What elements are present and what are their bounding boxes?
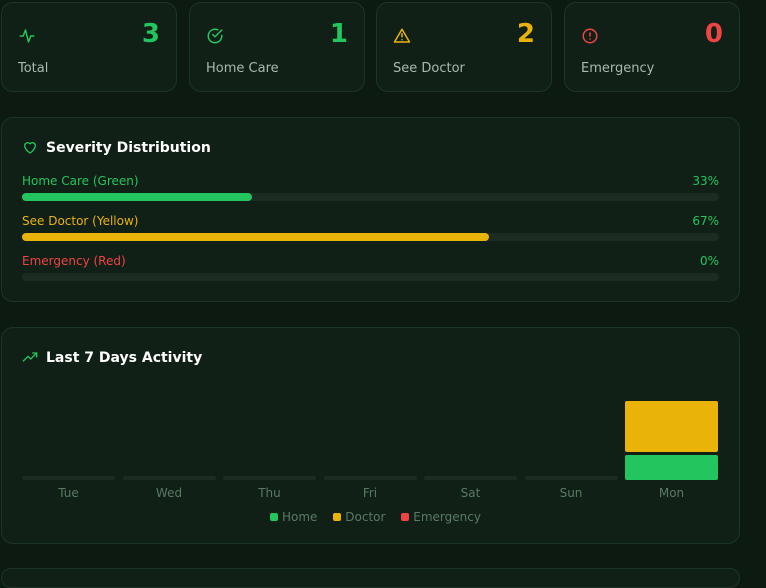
chart-baseline — [22, 476, 115, 480]
severity-percent: 33% — [692, 174, 719, 188]
stat-card-home-care: 1 Home Care — [189, 2, 365, 92]
activity-icon — [19, 29, 35, 43]
x-tick-label: Sat — [460, 486, 481, 500]
progress-track — [22, 233, 719, 241]
chart-legend: Home Doctor Emergency — [270, 510, 481, 524]
severity-label: Home Care (Green) — [22, 174, 139, 188]
bar-segment-doctor-mon — [625, 400, 718, 452]
severity-distribution-card: Severity Distribution Home Care (Green) … — [1, 117, 740, 302]
activity-chart: Tue Wed Thu Fri Sat Sun Mon — [22, 328, 722, 508]
section-title-text: Last 7 Days Activity — [46, 350, 203, 366]
progress-fill-home-care — [22, 193, 252, 201]
legend-swatch-home — [270, 513, 278, 521]
legend-label: Emergency — [413, 510, 481, 524]
severity-label: Emergency (Red) — [22, 254, 126, 268]
severity-percent: 67% — [692, 214, 719, 228]
chart-baseline — [524, 476, 618, 480]
warning-triangle-icon — [393, 28, 411, 43]
stat-value: 2 — [516, 19, 535, 49]
x-tick-label: Thu — [258, 486, 281, 500]
alert-circle-icon — [582, 28, 598, 44]
progress-track — [22, 273, 719, 281]
legend-item-doctor: Doctor — [333, 510, 385, 524]
check-circle-icon — [207, 28, 223, 44]
x-tick-label: Tue — [58, 486, 79, 500]
stat-card-see-doctor: 2 See Doctor — [376, 2, 552, 92]
stat-label: Total — [18, 61, 49, 76]
chart-baseline — [223, 476, 316, 480]
chart-baseline — [323, 476, 417, 480]
stat-value: 3 — [141, 19, 160, 49]
heart-icon — [24, 142, 36, 154]
progress-fill-see-doctor — [22, 233, 489, 241]
activity-title: Last 7 Days Activity — [22, 349, 202, 366]
legend-swatch-doctor — [333, 513, 342, 521]
bar-segment-home-mon — [625, 455, 718, 480]
severity-percent: 0% — [699, 254, 719, 268]
chart-baseline — [424, 476, 517, 480]
next-card-edge — [1, 568, 740, 588]
legend-label: Home — [282, 510, 318, 524]
stat-label: Emergency — [581, 61, 655, 76]
stat-value: 1 — [329, 19, 348, 49]
progress-track — [22, 193, 719, 201]
x-tick-label: Fri — [362, 486, 378, 500]
x-tick-label: Sun — [559, 486, 583, 500]
stat-value: 0 — [704, 19, 723, 49]
x-tick-label: Wed — [155, 486, 183, 500]
legend-swatch-emergency — [401, 513, 410, 521]
legend-label: Doctor — [345, 510, 386, 524]
trending-up-icon — [22, 352, 38, 362]
section-title-text: Severity Distribution — [46, 140, 211, 156]
severity-label: See Doctor (Yellow) — [22, 214, 139, 228]
stat-card-total: 3 Total — [1, 2, 177, 92]
stat-card-emergency: 0 Emergency — [564, 2, 740, 92]
x-tick-label: Mon — [658, 486, 685, 500]
severity-distribution-title: Severity Distribution — [22, 139, 211, 156]
stat-label: Home Care — [206, 61, 279, 76]
activity-card: Last 7 Days Activity Tue Wed Thu Fri Sat Sun M… — [1, 327, 740, 544]
legend-item-home: Home — [270, 510, 317, 524]
stat-label: See Doctor — [393, 61, 465, 76]
chart-baseline — [122, 476, 216, 480]
legend-item-emergency: Emergency — [401, 510, 481, 524]
